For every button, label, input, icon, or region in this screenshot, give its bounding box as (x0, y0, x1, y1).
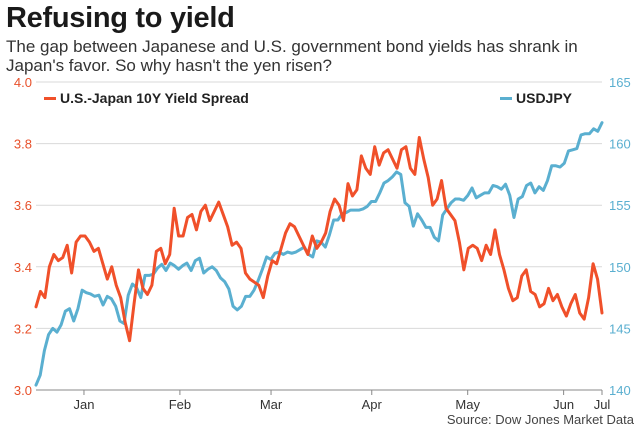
plot-area (36, 82, 602, 390)
series-line-spread (34, 135, 604, 343)
left-tick-label: 3.6 (14, 198, 32, 213)
legend-swatch-usdjpy (500, 97, 512, 100)
x-tick-label: Mar (260, 397, 283, 412)
left-tick-label: 4.0 (14, 75, 32, 90)
left-tick-label: 3.4 (14, 260, 32, 275)
series-lines (34, 121, 604, 387)
right-axis-ticks: 140 145 150 155 160 165 (609, 75, 631, 398)
left-tick-label: 3.8 (14, 137, 32, 152)
left-axis-ticks: 3.0 3.2 3.4 3.6 3.8 4.0 (14, 75, 32, 398)
x-tick-label: Jul (594, 397, 611, 412)
legend-swatch-spread (44, 97, 56, 100)
left-tick-label: 3.0 (14, 383, 32, 398)
x-axis-ticks: Jan Feb Mar Apr May Jun Jul (73, 390, 610, 412)
right-tick-label: 155 (609, 198, 631, 213)
right-tick-label: 140 (609, 383, 631, 398)
right-tick-label: 160 (609, 137, 631, 152)
x-tick-label: Apr (362, 397, 383, 412)
right-tick-label: 150 (609, 260, 631, 275)
right-tick-label: 165 (609, 75, 631, 90)
legend-label-usdjpy: USDJPY (516, 90, 573, 106)
x-tick-label: Feb (169, 397, 191, 412)
chart-subtitle: The gap between Japanese and U.S. govern… (6, 37, 578, 75)
x-tick-label: Jan (73, 397, 94, 412)
series-line-usdjpy (34, 121, 604, 387)
right-tick-label: 145 (609, 321, 631, 336)
legend: U.S.-Japan 10Y Yield Spread USDJPY (44, 90, 573, 106)
x-tick-label: Jun (553, 397, 574, 412)
left-tick-label: 3.2 (14, 321, 32, 336)
chart-title: Refusing to yield (6, 2, 235, 34)
source-note: Source: Dow Jones Market Data (446, 412, 634, 427)
x-tick-label: May (455, 397, 480, 412)
legend-label-spread: U.S.-Japan 10Y Yield Spread (60, 90, 249, 106)
